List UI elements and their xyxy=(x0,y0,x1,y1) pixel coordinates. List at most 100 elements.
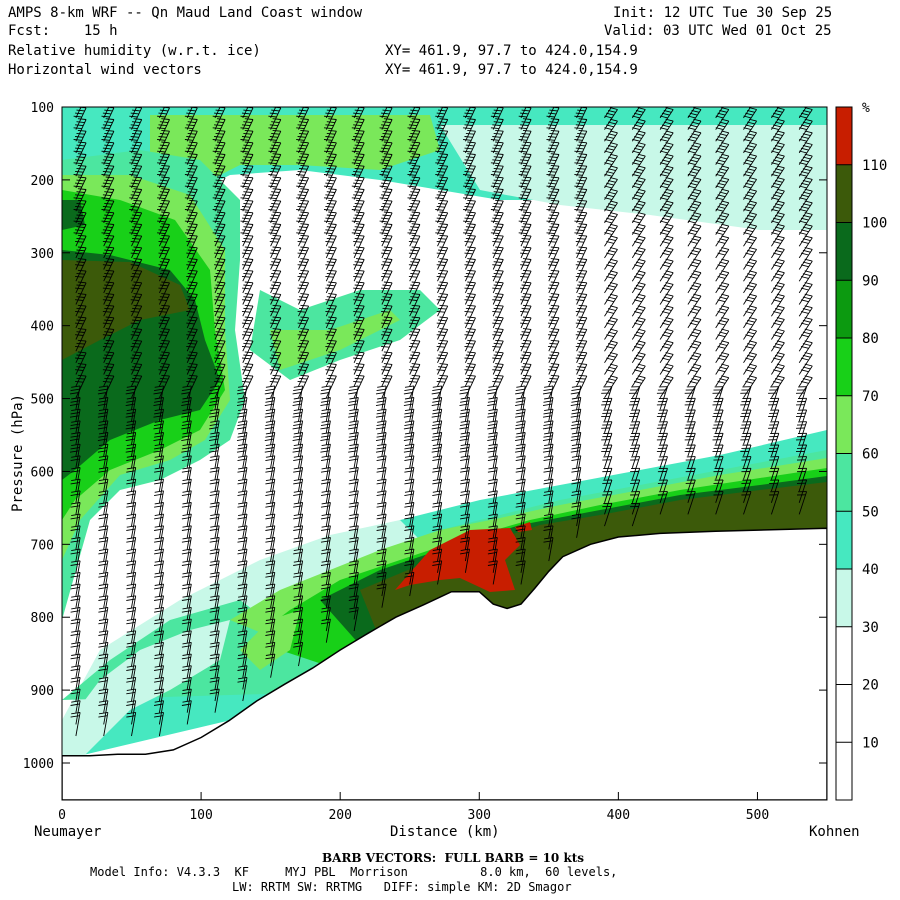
wind-barb xyxy=(241,374,254,398)
y-tick-label: 900 xyxy=(31,684,54,699)
colorbar-label: 40 xyxy=(862,562,879,578)
colorbar-segment xyxy=(836,107,852,165)
colorbar-segment xyxy=(836,164,852,223)
physics-info: LW: RRTM SW: RRTMG DIFF: simple KM: 2D S… xyxy=(232,880,572,894)
wind-barb xyxy=(186,374,198,398)
wind-barb xyxy=(323,176,337,200)
colorbar-segment xyxy=(836,569,852,627)
field-name-wind: Horizontal wind vectors xyxy=(8,62,202,78)
wind-barb xyxy=(713,491,724,515)
wind-barb xyxy=(154,711,164,737)
wind-barb xyxy=(70,711,81,737)
colorbar-label: 90 xyxy=(862,273,879,289)
start-location-label: Neumayer xyxy=(34,824,102,840)
end-location-label: Kohnen xyxy=(809,824,860,840)
rh-region-left-top-core xyxy=(62,200,85,230)
colorbar-segment xyxy=(836,742,852,800)
colorbar: 10 20 30 40 50 60 70 80 90 100 110% xyxy=(835,101,887,801)
wind-barb xyxy=(353,374,365,398)
wind-barb xyxy=(463,141,476,165)
y-axis: 100 200 300 400 500 600 700 800 900 1000 xyxy=(23,101,827,772)
wind-barb xyxy=(685,491,696,515)
wind-barb xyxy=(575,374,588,398)
wind-barb xyxy=(771,118,785,142)
wind-barb xyxy=(796,491,808,515)
y-tick-label: 500 xyxy=(31,393,54,408)
forecast-hour: Fcst: 15 h xyxy=(8,23,118,39)
colorbar-segment xyxy=(836,684,852,743)
wind-barb xyxy=(546,153,560,177)
wind-barb xyxy=(126,711,137,737)
wind-barb xyxy=(631,375,646,399)
wind-barb xyxy=(158,339,170,363)
wind-barb xyxy=(657,491,668,515)
y-tick-label: 1000 xyxy=(23,757,54,772)
wind-barb xyxy=(404,571,415,597)
wind-barb xyxy=(604,118,618,142)
wind-barb xyxy=(571,513,582,538)
wind-barb xyxy=(769,491,780,515)
init-time: Init: 12 UTC Tue 30 Sep 25 xyxy=(613,5,833,21)
wind-barb xyxy=(268,164,282,189)
wind-barb xyxy=(604,375,618,399)
colorbar-label: 60 xyxy=(862,447,879,463)
wind-barb xyxy=(492,258,504,282)
x-tick-label: 400 xyxy=(607,808,630,823)
model-info: Model Info: V4.3.3 KF MYJ PBL Morrison 8… xyxy=(90,865,618,879)
wind-barb xyxy=(492,374,504,398)
y-tick-label: 300 xyxy=(31,247,54,262)
wind-barb xyxy=(771,375,785,399)
wind-barb xyxy=(798,375,813,399)
x-tick-label: 500 xyxy=(746,808,769,823)
y-tick-label: 200 xyxy=(31,174,54,189)
wind-barb xyxy=(547,374,560,398)
wind-barb xyxy=(381,374,393,398)
wind-barb xyxy=(153,408,164,433)
wind-barb xyxy=(574,107,588,130)
wind-barb xyxy=(743,375,757,399)
wind-barb xyxy=(570,443,582,468)
wind-barb xyxy=(325,374,337,398)
x-tick-label: 200 xyxy=(328,808,351,823)
wind-barb xyxy=(130,374,143,398)
colorbar-segment xyxy=(836,280,852,338)
colorbar-segment xyxy=(836,511,852,569)
wind-barb xyxy=(268,118,282,142)
y-tick-label: 800 xyxy=(31,611,54,626)
wind-barb xyxy=(320,618,331,643)
cross-section-xy-2: XY= 461.9, 97.7 to 424.0,154.9 xyxy=(385,62,638,78)
colorbar-label: 10 xyxy=(862,735,879,751)
plot-frame xyxy=(61,106,828,801)
wind-barb xyxy=(269,269,282,294)
wind-barb xyxy=(209,420,220,445)
wind-barb xyxy=(214,304,226,329)
wind-barb xyxy=(102,316,115,340)
colorbar-label: 20 xyxy=(862,678,879,694)
wind-barb xyxy=(293,641,304,667)
colorbar-unit: % xyxy=(862,101,870,116)
wind-barb xyxy=(209,688,220,713)
wind-barb xyxy=(687,375,702,399)
wind-barb xyxy=(240,199,254,224)
cross-section-xy-1: XY= 461.9, 97.7 to 424.0,154.9 xyxy=(385,43,638,59)
wind-barb xyxy=(351,211,365,235)
wind-barb xyxy=(102,374,115,398)
wind-barb xyxy=(297,374,310,398)
wind-barb xyxy=(515,560,526,585)
chart-title: AMPS 8-km WRF -- Qn Maud Land Coast wind… xyxy=(8,5,363,21)
rh-region-left-core-olive xyxy=(62,260,190,360)
wind-barb xyxy=(715,375,730,399)
rh-region-low-left-green xyxy=(240,610,300,670)
wind-barb xyxy=(381,246,393,270)
field-name-rh: Relative humidity (w.r.t. ice) xyxy=(8,43,261,59)
wind-barb xyxy=(408,374,421,398)
colorbar-segment xyxy=(836,626,852,685)
y-tick-label: 700 xyxy=(31,538,54,553)
wind-barb xyxy=(214,374,226,398)
wind-barb xyxy=(464,374,476,398)
wind-barb xyxy=(348,606,359,632)
x-axis: 0 100 200 300 400 500 xyxy=(58,792,769,823)
wind-barb xyxy=(630,502,641,527)
x-tick-label: 100 xyxy=(189,808,212,823)
